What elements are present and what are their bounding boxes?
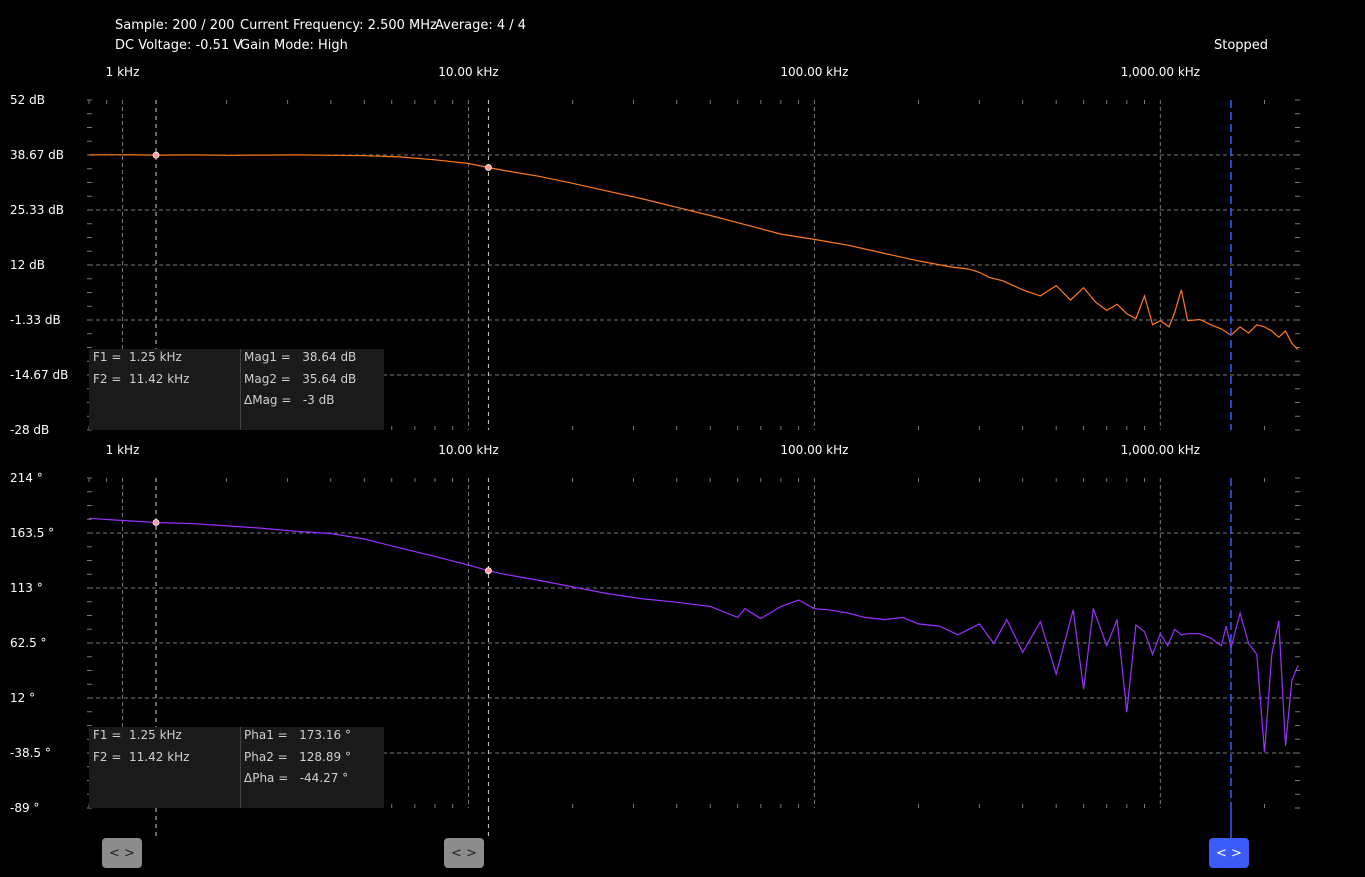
readout-divider bbox=[240, 727, 241, 808]
gain-mode: Gain Mode: High bbox=[240, 38, 348, 53]
phase-panel: 214 ° 163.5 ° 113 ° 62.5 ° 12 ° -38.5 ° -89 ° 1… bbox=[10, 443, 1300, 815]
x-tick-label: 10.00 kHz bbox=[438, 65, 498, 79]
cursor-2-handle[interactable]: < > bbox=[444, 838, 484, 868]
x-tick-label: 1 kHz bbox=[106, 65, 140, 79]
y-tick-label: 113 ° bbox=[10, 581, 43, 595]
readout-delta-pha: ΔPha = -44.27 ° bbox=[244, 771, 349, 785]
readout-mag2: Mag2 = 35.64 dB bbox=[244, 371, 357, 386]
phase-trace bbox=[88, 517, 1299, 753]
y-tick-label: 62.5 ° bbox=[10, 636, 47, 650]
y-tick-label: 52 dB bbox=[10, 93, 45, 107]
y-tick-label: -38.5 ° bbox=[10, 746, 51, 760]
readout-f1: F1 = 1.25 kHz bbox=[93, 728, 182, 742]
readout-delta-mag: ΔMag = -3 dB bbox=[244, 393, 335, 407]
current-frequency: Current Frequency: 2.500 MHz bbox=[240, 18, 437, 33]
readout-pha2: Pha2 = 128.89 ° bbox=[244, 749, 351, 764]
x-tick-label: 10.00 kHz bbox=[438, 443, 498, 457]
y-tick-label: -1.33 dB bbox=[10, 313, 61, 327]
dc-voltage: DC Voltage: -0.51 V bbox=[115, 38, 243, 53]
phase-readout: F1 = 1.25 kHz F2 = 11.42 kHz Pha1 = 173.… bbox=[89, 727, 384, 808]
readout-mag1: Mag1 = 38.64 dB bbox=[244, 350, 357, 364]
magnitude-trace bbox=[88, 154, 1299, 351]
magnitude-readout: F1 = 1.25 kHz F2 = 11.42 kHz Mag1 = 38.6… bbox=[89, 349, 384, 430]
y-tick-label: 12 ° bbox=[10, 691, 35, 705]
readout-f1: F1 = 1.25 kHz bbox=[93, 350, 182, 364]
y-tick-label: 12 dB bbox=[10, 258, 45, 272]
average-count: Average: 4 / 4 bbox=[435, 18, 527, 33]
x-tick-label: 1,000.00 kHz bbox=[1121, 65, 1201, 79]
run-state: Stopped bbox=[1214, 38, 1269, 53]
x-tick-label: 100.00 kHz bbox=[780, 65, 848, 79]
cursor-2-marker bbox=[485, 567, 492, 575]
y-tick-label: -89 ° bbox=[10, 801, 39, 815]
cursor-1-marker bbox=[152, 151, 160, 159]
cursor-1-marker bbox=[152, 519, 160, 526]
cursor-3-handle[interactable]: < > bbox=[1209, 838, 1249, 868]
y-tick-label: -28 dB bbox=[10, 423, 49, 437]
readout-divider bbox=[240, 349, 241, 430]
x-tick-label: 1,000.00 kHz bbox=[1121, 443, 1201, 457]
cursor-2-marker bbox=[485, 164, 492, 171]
y-tick-label: 214 ° bbox=[10, 471, 43, 485]
cursor-1-handle[interactable]: < > bbox=[102, 838, 142, 868]
readout-f2: F2 = 11.42 kHz bbox=[93, 749, 190, 764]
x-tick-label: 1 kHz bbox=[106, 443, 140, 457]
y-tick-label: 163.5 ° bbox=[10, 526, 54, 540]
sample-count: Sample: 200 / 200 bbox=[115, 18, 235, 33]
y-tick-label: 38.67 dB bbox=[10, 148, 64, 162]
y-tick-label: -14.67 dB bbox=[10, 368, 68, 382]
y-tick-label: 25.33 dB bbox=[10, 203, 64, 217]
readout-pha1: Pha1 = 173.16 ° bbox=[244, 728, 351, 742]
x-tick-label: 100.00 kHz bbox=[780, 443, 848, 457]
readout-f2: F2 = 11.42 kHz bbox=[93, 371, 190, 386]
